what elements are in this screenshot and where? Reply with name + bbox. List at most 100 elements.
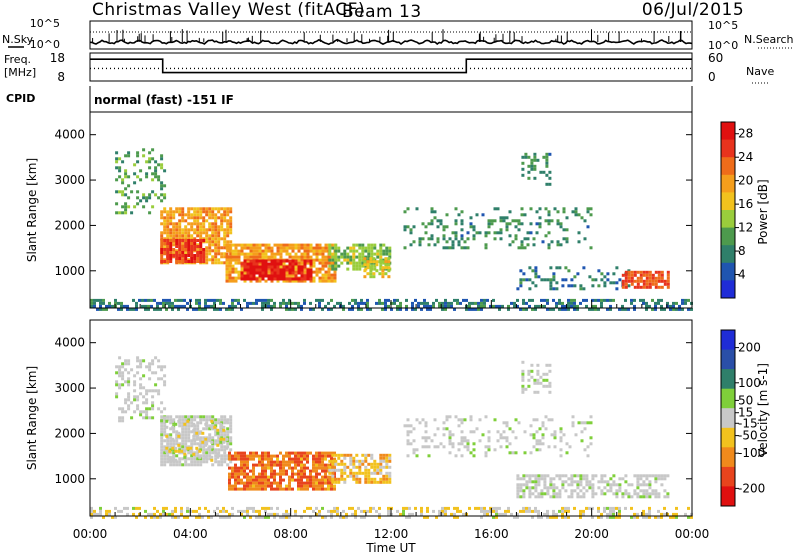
data-cell (231, 243, 235, 247)
data-cell (591, 278, 595, 282)
data-cell (363, 301, 366, 305)
data-cell (288, 512, 291, 516)
data-cell (312, 270, 316, 274)
data-cell (226, 427, 230, 431)
data-cell (124, 208, 128, 212)
data-cell (324, 481, 327, 485)
data-cell (144, 304, 147, 308)
data-cell (249, 481, 252, 485)
data-cell (536, 381, 540, 385)
data-cell (545, 158, 549, 162)
data-cell (276, 252, 280, 256)
data-cell (583, 448, 587, 452)
data-cell (346, 465, 350, 469)
data-cell (358, 462, 362, 466)
data-cell (207, 446, 211, 450)
data-cell (297, 451, 300, 455)
data-cell (672, 301, 675, 305)
data-cell (208, 237, 212, 241)
data-cell (246, 457, 249, 461)
data-cell (493, 207, 497, 211)
data-cell (183, 422, 187, 426)
freq-tick-18: 18 (50, 51, 65, 65)
data-cell (504, 512, 507, 516)
data-cell (603, 506, 606, 510)
data-cell (550, 433, 554, 437)
data-cell (642, 512, 645, 516)
data-cell (349, 462, 353, 466)
data-cell (229, 439, 233, 443)
data-cell (370, 453, 374, 457)
data-cell (198, 449, 202, 453)
data-cell (660, 285, 664, 289)
data-cell (579, 489, 583, 493)
data-cell (548, 176, 552, 180)
data-cell (166, 234, 170, 238)
data-cell (366, 298, 369, 302)
data-cell (318, 304, 321, 308)
data-cell (168, 301, 171, 305)
data-cell (246, 484, 249, 488)
data-cell (660, 512, 663, 516)
data-cell (373, 459, 377, 463)
data-cell (190, 457, 194, 461)
data-cell (612, 281, 616, 285)
data-cell (528, 509, 531, 513)
data-cell (228, 487, 231, 491)
data-cell (633, 515, 636, 519)
data-cell (187, 451, 191, 455)
data-cell (132, 512, 135, 516)
power-colorbar-frame (720, 121, 736, 299)
y-tick-label: 1000 (54, 264, 85, 278)
data-cell (294, 279, 298, 283)
data-cell (358, 261, 362, 265)
data-cell (303, 487, 306, 491)
data-cell (334, 261, 338, 265)
data-cell (561, 483, 565, 487)
velocity-colorbar-segment (721, 369, 735, 390)
data-cell (211, 222, 215, 226)
data-cell (318, 463, 321, 467)
data-cell (187, 210, 191, 214)
data-cell (349, 456, 353, 460)
data-cell (288, 273, 292, 277)
data-cell (135, 301, 138, 305)
data-cell (211, 448, 215, 452)
data-cell (366, 509, 369, 513)
data-cell (196, 460, 200, 464)
data-cell (466, 445, 470, 449)
data-cell (639, 279, 643, 283)
data-cell (306, 246, 310, 250)
data-cell (288, 255, 292, 259)
data-cell (178, 222, 182, 226)
data-cell (171, 419, 175, 423)
data-cell (535, 418, 539, 422)
data-cell (468, 304, 471, 308)
data-cell (162, 509, 165, 513)
data-cell (364, 477, 368, 481)
data-cell (527, 164, 531, 168)
data-cell (603, 275, 607, 279)
data-cell (175, 231, 179, 235)
data-cell (615, 287, 619, 291)
data-cell (372, 275, 376, 279)
data-cell (205, 451, 209, 455)
data-cell (234, 475, 237, 479)
data-cell (115, 157, 119, 161)
data-cell (358, 459, 362, 463)
data-cell (208, 424, 212, 428)
data-cell (195, 509, 198, 513)
data-cell (456, 515, 459, 519)
data-cell (530, 369, 534, 373)
data-cell (288, 466, 291, 470)
data-cell (273, 463, 276, 467)
data-cell (163, 439, 167, 443)
data-cell (187, 251, 191, 254)
data-cell (202, 260, 206, 263)
data-cell (315, 512, 318, 516)
data-cell (345, 512, 348, 516)
data-cell (312, 466, 315, 470)
data-cell (258, 484, 261, 488)
data-cell (516, 512, 519, 516)
data-cell (570, 480, 574, 484)
